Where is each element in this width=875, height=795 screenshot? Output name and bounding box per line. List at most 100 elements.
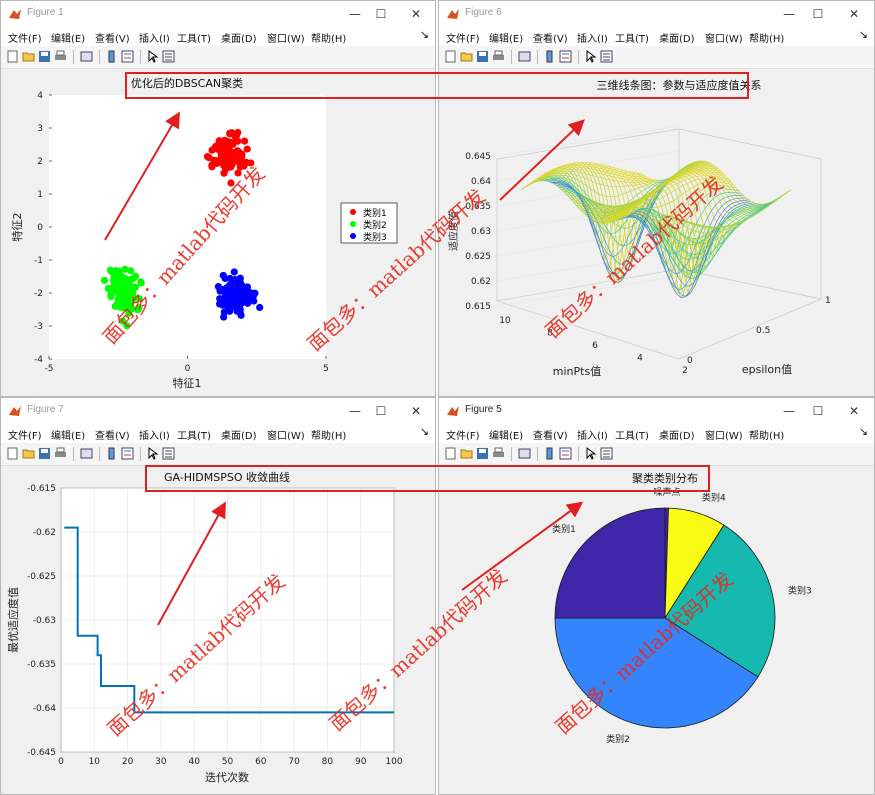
save-icon[interactable] xyxy=(476,50,489,63)
menu-tools[interactable]: 工具(T) xyxy=(615,431,649,442)
new-figure-icon[interactable] xyxy=(6,50,19,63)
minimize-button[interactable]: — xyxy=(349,7,361,21)
menu-window[interactable]: 窗口(W) xyxy=(705,431,743,442)
maximize-button[interactable]: ☐ xyxy=(812,7,824,21)
open-icon[interactable] xyxy=(460,50,473,63)
pie-label: 噪声点 xyxy=(653,486,680,498)
menu-insert[interactable]: 插入(I) xyxy=(577,34,608,45)
print-icon[interactable] xyxy=(492,50,505,63)
dock-arrow-icon[interactable]: ↘ xyxy=(858,425,868,438)
menu-window[interactable]: 窗口(W) xyxy=(267,34,305,45)
open-icon[interactable] xyxy=(22,447,35,460)
save-icon[interactable] xyxy=(476,447,489,460)
print-icon[interactable] xyxy=(54,50,67,63)
dock-arrow-icon[interactable]: ↘ xyxy=(858,28,868,41)
dock-arrow-icon[interactable]: ↘ xyxy=(419,28,429,41)
menu-file[interactable]: 文件(F) xyxy=(446,431,480,442)
menu-edit[interactable]: 编辑(E) xyxy=(51,34,86,45)
menu-window[interactable]: 窗口(W) xyxy=(705,34,743,45)
menu-file[interactable]: 文件(F) xyxy=(8,34,42,45)
save-icon[interactable] xyxy=(38,50,51,63)
menu-tools[interactable]: 工具(T) xyxy=(177,34,211,45)
scatter-point xyxy=(226,157,235,165)
colorbar-icon[interactable] xyxy=(105,50,118,63)
save-icon[interactable] xyxy=(38,447,51,460)
y-tick-label: 2 xyxy=(682,366,688,376)
link-plot-icon[interactable] xyxy=(518,447,531,460)
menu-help[interactable]: 帮助(H) xyxy=(311,34,347,45)
print-icon[interactable] xyxy=(54,447,67,460)
menu-desktop[interactable]: 桌面(D) xyxy=(221,431,257,442)
property-inspector-icon[interactable] xyxy=(600,447,613,460)
scatter-point xyxy=(121,304,130,312)
legend-icon[interactable] xyxy=(559,447,572,460)
dock-arrow-icon[interactable]: ↘ xyxy=(419,425,429,438)
colorbar-icon[interactable] xyxy=(543,447,556,460)
menu-insert[interactable]: 插入(I) xyxy=(139,431,170,442)
pointer-icon[interactable] xyxy=(584,447,597,460)
menu-tools[interactable]: 工具(T) xyxy=(177,431,211,442)
maximize-button[interactable]: ☐ xyxy=(375,404,387,418)
menu-view[interactable]: 查看(V) xyxy=(95,431,130,442)
surface-line xyxy=(610,177,732,223)
open-icon[interactable] xyxy=(22,50,35,63)
menu-desktop[interactable]: 桌面(D) xyxy=(659,34,695,45)
menu-insert[interactable]: 插入(I) xyxy=(577,431,608,442)
scatter-point xyxy=(234,169,242,177)
close-button[interactable]: ✕ xyxy=(410,404,422,418)
menu-view[interactable]: 查看(V) xyxy=(533,34,568,45)
link-plot-icon[interactable] xyxy=(80,447,93,460)
menu-help[interactable]: 帮助(H) xyxy=(749,431,785,442)
scatter-point xyxy=(100,276,109,284)
menu-edit[interactable]: 编辑(E) xyxy=(51,431,86,442)
menu-desktop[interactable]: 桌面(D) xyxy=(659,431,695,442)
pointer-icon[interactable] xyxy=(146,447,159,460)
menu-tools[interactable]: 工具(T) xyxy=(615,34,649,45)
minimize-button[interactable]: — xyxy=(349,404,361,418)
menu-view[interactable]: 查看(V) xyxy=(95,34,130,45)
menu-file[interactable]: 文件(F) xyxy=(446,34,480,45)
menu-desktop[interactable]: 桌面(D) xyxy=(221,34,257,45)
link-plot-icon[interactable] xyxy=(518,50,531,63)
surface-line xyxy=(633,202,754,287)
close-button[interactable]: ✕ xyxy=(848,7,860,21)
titlebar: Figure 5 — ☐ ✕ xyxy=(439,398,874,424)
print-icon[interactable] xyxy=(492,447,505,460)
menu-file[interactable]: 文件(F) xyxy=(8,431,42,442)
property-inspector-icon[interactable] xyxy=(600,50,613,63)
colorbar-icon[interactable] xyxy=(105,447,118,460)
menu-edit[interactable]: 编辑(E) xyxy=(489,431,524,442)
new-figure-icon[interactable] xyxy=(6,447,19,460)
maximize-button[interactable]: ☐ xyxy=(812,404,824,418)
new-figure-icon[interactable] xyxy=(444,50,457,63)
close-button[interactable]: ✕ xyxy=(848,404,860,418)
matlab-icon xyxy=(447,406,459,416)
minimize-button[interactable]: — xyxy=(783,404,795,418)
menu-help[interactable]: 帮助(H) xyxy=(311,431,347,442)
menu-window[interactable]: 窗口(W) xyxy=(267,431,305,442)
open-icon[interactable] xyxy=(460,447,473,460)
menu-view[interactable]: 查看(V) xyxy=(533,431,568,442)
pointer-icon[interactable] xyxy=(584,50,597,63)
minimize-button[interactable]: — xyxy=(783,7,795,21)
menu-insert[interactable]: 插入(I) xyxy=(139,34,170,45)
pointer-icon[interactable] xyxy=(146,50,159,63)
link-plot-icon[interactable] xyxy=(80,50,93,63)
legend-icon[interactable] xyxy=(121,447,134,460)
maximize-button[interactable]: ☐ xyxy=(375,7,387,21)
colorbar-icon[interactable] xyxy=(543,50,556,63)
y-tick-label: 4 xyxy=(637,354,643,364)
surface-line xyxy=(615,184,737,222)
z-tick-label: 0.615 xyxy=(465,302,491,312)
menu-edit[interactable]: 编辑(E) xyxy=(489,34,524,45)
new-figure-icon[interactable] xyxy=(444,447,457,460)
legend-icon[interactable] xyxy=(559,50,572,63)
property-inspector-icon[interactable] xyxy=(162,50,175,63)
menu-help[interactable]: 帮助(H) xyxy=(749,34,785,45)
close-button[interactable]: ✕ xyxy=(410,7,422,21)
z-tick-label: 0.625 xyxy=(465,252,491,262)
scatter-point xyxy=(119,317,127,325)
toolbar-separator xyxy=(140,447,141,461)
legend-icon[interactable] xyxy=(121,50,134,63)
property-inspector-icon[interactable] xyxy=(162,447,175,460)
